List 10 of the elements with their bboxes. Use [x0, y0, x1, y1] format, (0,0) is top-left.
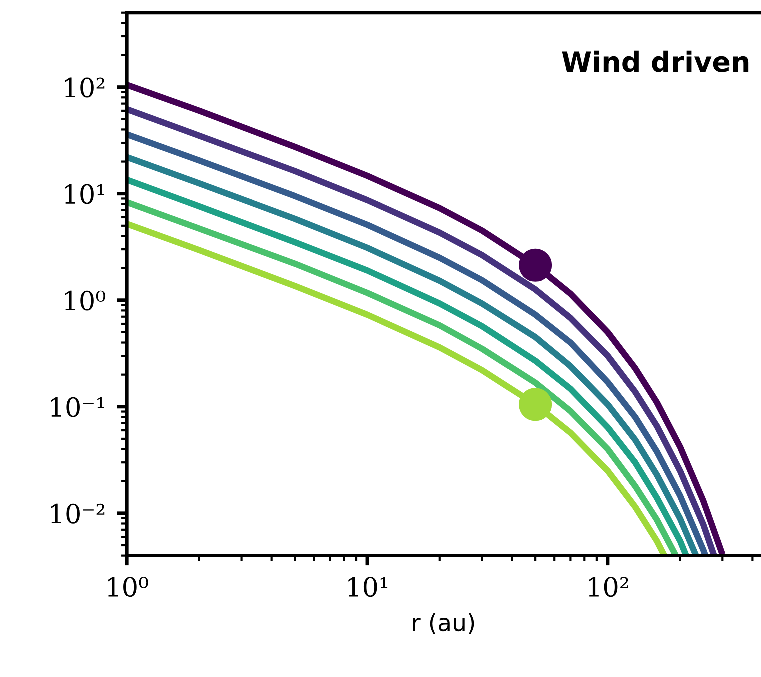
y-tick-label: 10⁰ — [65, 290, 106, 311]
x-axis-title: r (au) — [413, 613, 474, 634]
y-tick-label: 10⁻¹ — [51, 397, 104, 418]
y-tick-label: 10⁻² — [51, 504, 105, 524]
x-tick-label: 10⁰ — [108, 577, 148, 598]
x-tick-label: 10² — [589, 577, 628, 598]
annotation: Wind driven — [562, 50, 749, 72]
y-tick-label: 10² — [65, 78, 105, 98]
y-tick-label: 10¹ — [65, 184, 104, 204]
x-tick-label: 10¹ — [348, 577, 388, 598]
